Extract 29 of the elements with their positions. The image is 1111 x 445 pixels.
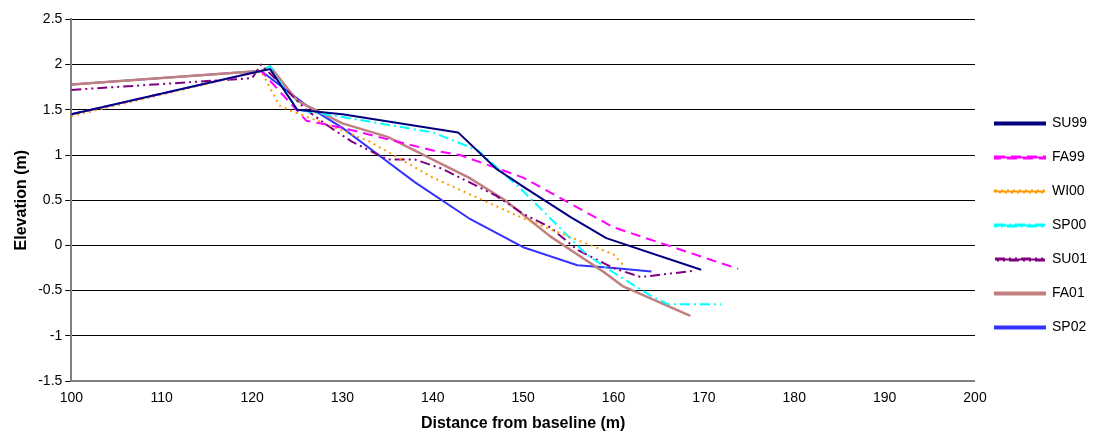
y-tick-label: -0.5 (38, 281, 63, 298)
x-tick-label: 110 (150, 389, 174, 406)
x-tick-label: 130 (330, 389, 355, 406)
legend-label: SU99 (1051, 114, 1088, 131)
x-tick-label: 140 (421, 389, 445, 406)
y-tick-label: -1 (49, 326, 63, 343)
legend-label: WI00 (1051, 182, 1085, 199)
y-axis-title: Elevation (m) (12, 149, 30, 251)
x-tick-label: 120 (240, 389, 264, 406)
x-tick-label: 170 (692, 389, 716, 406)
x-axis-title: Distance from baseline (m) (420, 413, 626, 431)
y-tick-label: 1.5 (42, 100, 63, 117)
legend-label: FA99 (1051, 148, 1085, 165)
legend-label: FA01 (1051, 284, 1085, 301)
x-tick-label: 160 (601, 389, 626, 406)
y-tick-label: 0.5 (42, 191, 63, 208)
x-tick-label: 190 (872, 389, 897, 406)
y-tick-label: -1.5 (38, 371, 63, 388)
y-tick-label: 2.5 (42, 10, 63, 27)
y-tick-label: 1 (54, 145, 63, 162)
legend-label: SP00 (1051, 216, 1087, 233)
x-tick-label: 200 (963, 389, 987, 406)
y-tick-label: 0 (54, 236, 63, 253)
x-tick-label: 180 (782, 389, 807, 406)
x-tick-label: 150 (511, 389, 536, 406)
legend-label: SU01 (1051, 250, 1088, 267)
legend-label: SP02 (1051, 318, 1087, 335)
y-tick-label: 2 (54, 55, 63, 72)
x-tick-label: 100 (59, 389, 84, 406)
